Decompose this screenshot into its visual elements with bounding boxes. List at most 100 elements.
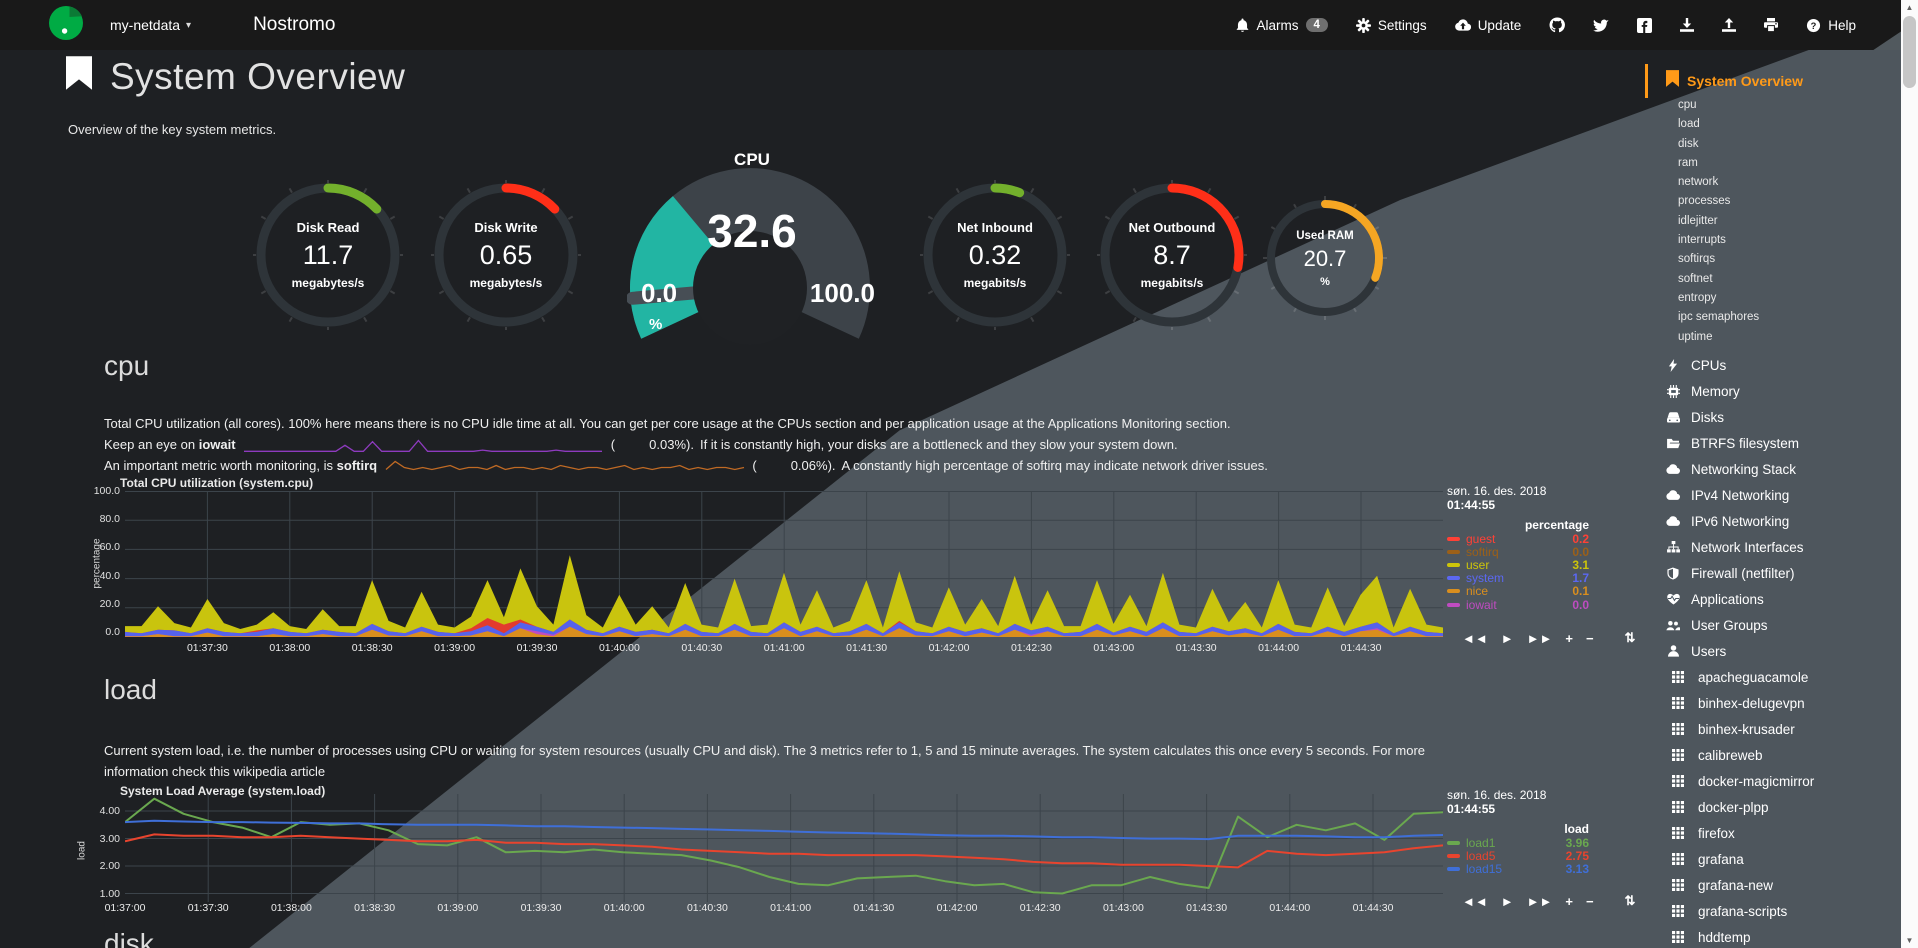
sidebar-item-idlejitter[interactable]: idlejitter bbox=[1678, 214, 1718, 227]
backward-button[interactable]: ◄◄ bbox=[1462, 630, 1488, 646]
zoom-in-button[interactable]: + bbox=[1565, 630, 1573, 646]
legend-row-guest[interactable]: guest 0.2 bbox=[1447, 531, 1589, 546]
sitemap-icon bbox=[1663, 541, 1683, 553]
sidebar-item-memory[interactable]: Memory bbox=[1663, 378, 1814, 404]
sidebar-item-load[interactable]: load bbox=[1678, 118, 1700, 131]
sidebar-item-cpu[interactable]: cpu bbox=[1678, 99, 1697, 111]
load-chart[interactable] bbox=[125, 794, 1443, 902]
sidebar-item-firefox[interactable]: firefox bbox=[1663, 820, 1814, 846]
settings-button[interactable]: Settings bbox=[1355, 17, 1427, 33]
play-button[interactable]: ► bbox=[1500, 630, 1514, 646]
resize-handle[interactable]: ⇅ bbox=[1624, 630, 1636, 645]
heartbeat-icon bbox=[1663, 593, 1683, 605]
scrollbar-thumb[interactable] bbox=[1903, 16, 1916, 88]
softirq-sparkline-chart[interactable] bbox=[385, 459, 745, 475]
sidebar-item-processes[interactable]: processes bbox=[1678, 195, 1731, 208]
sidebar-item-ipv6-networking[interactable]: IPv6 Networking bbox=[1663, 508, 1814, 534]
alarms-button[interactable]: Alarms 4 bbox=[1236, 18, 1328, 33]
x-tick-label: 01:39:30 bbox=[520, 902, 562, 914]
sidebar-item-grafana-scripts[interactable]: grafana-scripts bbox=[1663, 898, 1814, 924]
resize-handle[interactable]: ⇅ bbox=[1624, 893, 1636, 908]
iowait-sparkline-chart[interactable] bbox=[243, 438, 603, 454]
sidebar-item-user-groups[interactable]: User Groups bbox=[1663, 612, 1814, 638]
gauge-max-label: 100.0 bbox=[809, 278, 875, 308]
gauge-title: Net Inbound bbox=[957, 220, 1033, 235]
play-button[interactable]: ► bbox=[1500, 893, 1514, 909]
sidebar-item-ram[interactable]: ram bbox=[1678, 156, 1698, 169]
sidebar-item-disks[interactable]: Disks bbox=[1663, 404, 1814, 430]
sidebar-item-applications[interactable]: Applications bbox=[1663, 586, 1814, 612]
legend-series-value: 0.2 bbox=[1572, 531, 1589, 546]
sidebar-item-calibreweb[interactable]: calibreweb bbox=[1663, 742, 1814, 768]
sidebar-item-docker-magicmirror[interactable]: docker-magicmirror bbox=[1663, 768, 1814, 794]
twitter-button[interactable] bbox=[1593, 19, 1609, 32]
y-tick-label: 1.00 bbox=[99, 887, 120, 900]
backward-button[interactable]: ◄◄ bbox=[1462, 893, 1488, 909]
sidebar-item-binhex-delugevpn[interactable]: binhex-delugevpn bbox=[1663, 690, 1814, 716]
sidebar-item-softirqs[interactable]: softirqs bbox=[1678, 253, 1716, 266]
zoom-in-button[interactable]: + bbox=[1565, 893, 1573, 909]
legend-series-name: load1 bbox=[1466, 835, 1496, 850]
help-button[interactable]: ? Help bbox=[1806, 18, 1856, 33]
sidebar-item-network[interactable]: network bbox=[1678, 176, 1719, 189]
sidebar-item-ipc-semaphores[interactable]: ipc semaphores bbox=[1678, 311, 1760, 324]
sidebar-item-uptime[interactable]: uptime bbox=[1678, 330, 1713, 343]
cpu-chart[interactable] bbox=[125, 491, 1443, 637]
grid-icon bbox=[1668, 697, 1688, 709]
sidebar-item-disk[interactable]: disk bbox=[1678, 137, 1699, 150]
legend-row-load15[interactable]: load15 3.13 bbox=[1447, 862, 1589, 876]
sidebar-item-apacheguacamole[interactable]: apacheguacamole bbox=[1663, 664, 1814, 690]
legend-time: 01:44:55 bbox=[1447, 802, 1496, 816]
export-button[interactable] bbox=[1722, 18, 1737, 32]
legend-row-load5[interactable]: load5 2.75 bbox=[1447, 849, 1589, 863]
sidebar-item-btrfs-filesystem[interactable]: BTRFS filesystem bbox=[1663, 430, 1814, 456]
hostname-dropdown[interactable]: my-netdata ▾ bbox=[110, 17, 191, 33]
forward-button[interactable]: ►► bbox=[1526, 893, 1553, 909]
sidebar-item-interrupts[interactable]: interrupts bbox=[1678, 234, 1726, 247]
sidebar-item-binhex-krusader[interactable]: binhex-krusader bbox=[1663, 716, 1814, 742]
sidebar-item-cpus[interactable]: CPUs bbox=[1663, 352, 1814, 378]
scrollbar-down-arrow[interactable]: ▼ bbox=[1905, 936, 1914, 945]
wikipedia-link[interactable]: wikipedia article bbox=[233, 764, 326, 779]
import-button[interactable] bbox=[1680, 18, 1695, 32]
forward-button[interactable]: ►► bbox=[1526, 630, 1553, 646]
netdata-logo[interactable] bbox=[48, 5, 84, 46]
sidebar-item-network-interfaces[interactable]: Network Interfaces bbox=[1663, 534, 1814, 560]
sidebar-item-networking-stack[interactable]: Networking Stack bbox=[1663, 456, 1814, 482]
sidebar-active-label: System Overview bbox=[1687, 73, 1803, 89]
user-icon bbox=[1663, 645, 1683, 657]
bolt-icon bbox=[1663, 358, 1683, 372]
sidebar-item-firewall-netfilter-[interactable]: Firewall (netfilter) bbox=[1663, 560, 1814, 586]
zoom-out-button[interactable]: − bbox=[1585, 630, 1594, 646]
disk-write-gauge[interactable]: Disk Write 0.65 megabytes/s bbox=[431, 180, 581, 330]
legend-row-user[interactable]: user 3.1 bbox=[1447, 558, 1589, 572]
sidebar-item-grafana[interactable]: grafana bbox=[1663, 846, 1814, 872]
legend-row-system[interactable]: system 1.7 bbox=[1447, 571, 1589, 585]
sidebar-item-entropy[interactable]: entropy bbox=[1678, 291, 1717, 304]
net-inbound-gauge[interactable]: Net Inbound 0.32 megabits/s bbox=[920, 180, 1070, 330]
net-outbound-gauge[interactable]: Net Outbound 8.7 megabits/s bbox=[1097, 180, 1247, 330]
disk-read-gauge[interactable]: Disk Read 11.7 megabytes/s bbox=[253, 180, 403, 330]
cpu-gauge[interactable]: CPU 32.6 0.0 100.0 % bbox=[626, 148, 877, 353]
grid-icon bbox=[1668, 801, 1688, 813]
update-button[interactable]: Update bbox=[1454, 18, 1521, 33]
print-button[interactable] bbox=[1764, 18, 1779, 32]
legend-row-softirq[interactable]: softirq 0.0 bbox=[1447, 545, 1589, 559]
legend-row-load1[interactable]: load1 3.96 bbox=[1447, 835, 1589, 850]
x-tick-label: 01:39:00 bbox=[434, 642, 476, 654]
scrollbar-up-arrow[interactable]: ▲ bbox=[1905, 3, 1914, 12]
facebook-button[interactable] bbox=[1637, 17, 1653, 33]
sidebar-item-grafana-new[interactable]: grafana-new bbox=[1663, 872, 1814, 898]
sidebar-item-hddtemp[interactable]: hddtemp bbox=[1663, 924, 1814, 948]
used-ram-gauge[interactable]: Used RAM 20.7 % bbox=[1263, 196, 1387, 320]
page-scrollbar[interactable]: ▲ ▼ bbox=[1901, 0, 1918, 948]
sidebar-item-system-overview[interactable]: System Overview bbox=[1645, 64, 1803, 98]
legend-row-nice[interactable]: nice 0.1 bbox=[1447, 584, 1589, 598]
sidebar-item-docker-plpp[interactable]: docker-plpp bbox=[1663, 794, 1814, 820]
legend-row-iowait[interactable]: iowait 0.0 bbox=[1447, 598, 1589, 612]
github-button[interactable] bbox=[1549, 17, 1566, 33]
sidebar-item-ipv4-networking[interactable]: IPv4 Networking bbox=[1663, 482, 1814, 508]
sidebar-item-users[interactable]: Users bbox=[1663, 638, 1814, 664]
sidebar-item-softnet[interactable]: softnet bbox=[1678, 272, 1713, 285]
zoom-out-button[interactable]: − bbox=[1585, 893, 1594, 909]
